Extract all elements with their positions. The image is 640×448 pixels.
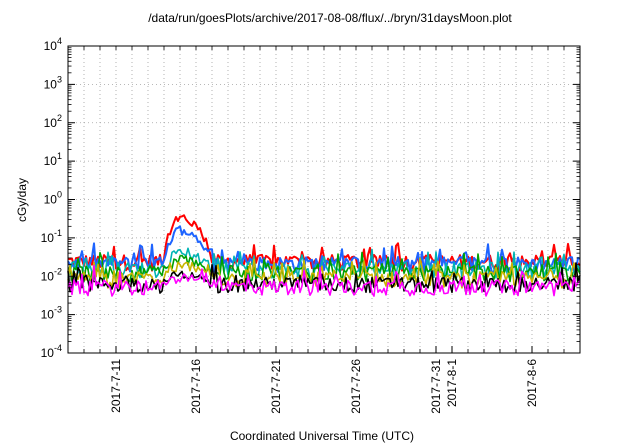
y-tick-label: 104	[44, 36, 62, 53]
y-tick-label: 10-3	[41, 305, 62, 322]
chart-title: /data/run/goesPlots/archive/2017-08-08/f…	[148, 11, 512, 25]
x-tick-label: 2017-7-16	[189, 359, 203, 414]
x-tick-label: 2017-7-21	[269, 359, 283, 414]
x-tick-label: 2017-8-1	[445, 359, 459, 407]
series-group	[67, 214, 581, 297]
x-tick-labels: 2017-7-11 2017-7-16 2017-7-21 2017-7-26 2017…	[109, 359, 539, 414]
x-tick-label: 2017-8-6	[525, 359, 539, 407]
y-tick-label: 103	[44, 74, 62, 91]
y-tick-labels: 10-4 10-3 10-2 10-1 100 101 102 103 104	[41, 36, 62, 360]
x-tick-label: 2017-7-26	[349, 359, 363, 414]
y-axis-label: cGy/day	[15, 178, 29, 222]
y-tick-label: 10-2	[41, 266, 62, 283]
y-tick-label: 100	[44, 190, 62, 207]
y-tick-label: 101	[44, 151, 62, 168]
grid	[68, 46, 580, 353]
x-tick-label: 2017-7-31	[429, 359, 443, 414]
y-tick-label: 10-1	[41, 228, 62, 245]
y-tick-label: 10-4	[41, 343, 62, 360]
plot-border	[67, 45, 581, 354]
y-tick-label: 102	[44, 113, 62, 130]
series-line	[67, 264, 581, 297]
x-axis-label: Coordinated Universal Time (UTC)	[230, 429, 414, 443]
x-tick-label: 2017-7-11	[109, 359, 123, 413]
axes	[67, 45, 581, 354]
